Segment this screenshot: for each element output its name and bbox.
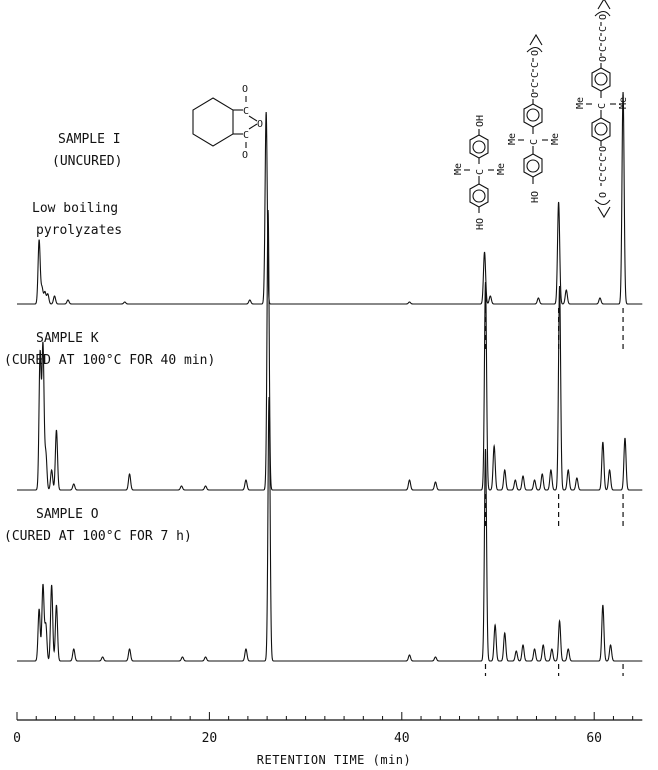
series-label-sample-o: SAMPLE O (CURED AT 100°C FOR 7 h) — [4, 507, 192, 544]
diglycidyl-ether-structure: O C C C O Me C Me O C C C O — [575, 0, 629, 219]
bisphenol-central-c: C — [475, 169, 486, 175]
mono-me-right: Me — [550, 133, 561, 145]
x-tick-label: 0 — [13, 731, 21, 746]
anhydride-carbonyl-o-bottom: O — [242, 150, 248, 161]
di-epoxide-o-bottom: O — [598, 192, 609, 198]
trace-sample-k — [17, 209, 643, 491]
mono-chain-c3: C — [530, 82, 541, 88]
anhydride-structure: O C O C O — [192, 84, 263, 161]
trace-line — [17, 209, 643, 491]
di-me-left: Me — [575, 97, 586, 109]
x-axis-title: RETENTION TIME (min) — [257, 753, 412, 767]
low-boiling-line-2: pyrolyzates — [36, 223, 122, 238]
mono-chain-c1: C — [530, 62, 541, 68]
sample-k-name: SAMPLE K — [36, 331, 99, 346]
x-tick-label: 20 — [202, 731, 218, 746]
bisphenol-oh-top: OH — [475, 115, 486, 127]
sample-k-condition: (CURED AT 100°C FOR 40 min) — [4, 353, 215, 368]
di-top-ether-o: O — [598, 56, 609, 62]
anhydride-ring-o: O — [257, 119, 263, 130]
anhydride-carbon-bottom: C — [243, 130, 249, 141]
mono-glycidyl-ether-structure: O C C C O Me C Me HO — [507, 33, 561, 203]
series-label-sample-k: SAMPLE K (CURED AT 100°C FOR 40 min) — [4, 331, 215, 368]
x-tick-label: 60 — [586, 731, 602, 746]
di-bottom-c3: C — [598, 176, 609, 182]
di-top-c2: C — [598, 36, 609, 42]
sample-o-condition: (CURED AT 100°C FOR 7 h) — [4, 529, 192, 544]
reference-dashed-lines — [484, 308, 624, 676]
x-tick-label: 40 — [394, 731, 410, 746]
trace-line — [17, 396, 643, 662]
di-bottom-c1: C — [598, 156, 609, 162]
mono-ho-bottom: HO — [530, 191, 541, 203]
di-bottom-c2: C — [598, 166, 609, 172]
trace-sample-o — [17, 396, 643, 662]
low-boiling-line-1: Low boiling — [32, 201, 118, 216]
sample-o-name: SAMPLE O — [36, 507, 99, 522]
sample-i-condition: (UNCURED) — [52, 154, 122, 169]
anhydride-carbonyl-o-top: O — [242, 84, 248, 95]
mono-ether-o: O — [530, 92, 541, 98]
cyclohexane-ring — [192, 97, 234, 147]
chromatogram-traces — [17, 91, 643, 662]
mono-me-left: Me — [507, 133, 518, 145]
di-top-c3: C — [598, 46, 609, 52]
di-bottom-ether-o: O — [598, 146, 609, 152]
trace-sample-i — [17, 91, 643, 305]
series-label-sample-i: SAMPLE I (UNCURED) — [52, 132, 122, 169]
mono-central-c: C — [529, 139, 540, 145]
mono-epoxide-o: O — [530, 50, 541, 56]
bisphenol-me-left: Me — [453, 163, 464, 175]
mono-chain-c2: C — [530, 72, 541, 78]
sample-i-name: SAMPLE I — [58, 132, 121, 147]
bisphenol-a-structure: OH Me C Me HO — [453, 115, 507, 230]
low-boiling-label: Low boiling pyrolyzates — [32, 201, 122, 238]
x-axis: RETENTION TIME (min) 0 20 40 60 — [13, 712, 643, 767]
trace-line — [17, 91, 643, 305]
di-central-c: C — [597, 103, 608, 109]
bisphenol-me-right: Me — [496, 163, 507, 175]
anhydride-carbon-top: C — [243, 106, 249, 117]
bisphenol-ho-bottom: HO — [475, 218, 486, 230]
di-epoxide-o-top: O — [598, 14, 609, 20]
di-top-c1: C — [598, 26, 609, 32]
